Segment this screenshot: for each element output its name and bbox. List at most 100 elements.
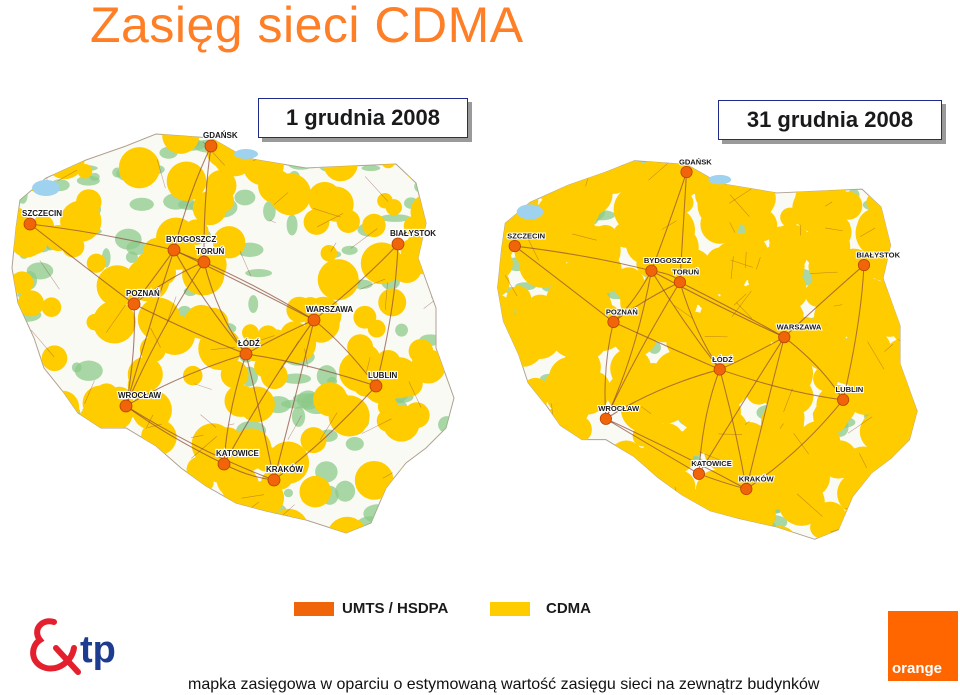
minor-road	[147, 423, 163, 429]
forest-patch	[91, 134, 118, 137]
cdma-coverage-blob	[323, 147, 358, 182]
road	[223, 353, 247, 465]
forest-patch	[910, 211, 918, 220]
forest-patch	[878, 487, 893, 496]
forest-patch	[858, 483, 885, 498]
cdma-coverage-blob	[744, 208, 778, 242]
cdma-coverage-blob	[896, 160, 918, 171]
cdma-coverage-blob	[745, 379, 772, 405]
cdma-coverage-blob	[260, 362, 288, 390]
minor-road	[191, 434, 204, 438]
cdma-coverage-blob	[385, 499, 413, 527]
umts-city-marker	[508, 240, 521, 253]
forest-patch	[611, 533, 630, 540]
cdma-coverage-blob	[867, 167, 901, 201]
cdma-coverage-blob	[890, 437, 915, 462]
minor-road	[527, 237, 539, 261]
minor-road	[572, 233, 597, 241]
city-label: ŁÓDŹ	[238, 339, 260, 348]
cdma-coverage-blob	[823, 176, 847, 200]
forest-patch	[497, 408, 516, 424]
cdma-coverage-blob	[834, 191, 863, 220]
forest-patch	[571, 471, 590, 487]
cdma-coverage-blob	[96, 265, 138, 307]
umts-city-marker	[645, 264, 658, 277]
map-left-svg: GDAŃSK SZCZECIN BYDGOSZCZ TORUŃ BIAŁYSTOK POZ…	[11, 130, 455, 534]
minor-road	[825, 227, 843, 232]
minor-road	[731, 290, 752, 317]
road	[375, 243, 399, 387]
cdma-coverage-blob	[336, 209, 360, 234]
cdma-coverage-blob	[434, 164, 454, 192]
map-legend: UMTS / HSDPA CDMA	[294, 600, 614, 620]
forest-patch	[26, 477, 50, 492]
forest-patch	[531, 179, 550, 190]
cdma-coverage-blob	[548, 460, 578, 490]
cdma-coverage-blob	[434, 236, 454, 264]
minor-road	[304, 348, 309, 368]
forest-patch	[900, 305, 909, 315]
cdma-coverage-blob	[506, 286, 532, 311]
forest-patch	[157, 531, 168, 533]
forest-patch	[245, 269, 272, 278]
forest-patch	[435, 251, 454, 265]
cdma-coverage-blob	[47, 148, 64, 165]
umts-city-marker	[680, 165, 693, 179]
city-label: KRAKÓW	[739, 474, 775, 483]
minor-road	[194, 383, 212, 390]
forest-patch	[248, 295, 259, 313]
cdma-coverage-blob	[328, 395, 370, 437]
umts-city-marker	[673, 276, 686, 289]
cdma-coverage-blob	[86, 253, 106, 273]
umts-city-marker	[239, 347, 253, 361]
forest-patch	[28, 397, 59, 413]
road	[613, 281, 681, 323]
cdma-coverage-blob	[354, 460, 394, 500]
cdma-coverage-blob	[750, 456, 770, 476]
forest-patch	[286, 214, 298, 236]
cdma-coverage-blob	[17, 386, 57, 425]
cdma-coverage-blob	[771, 280, 801, 310]
road	[223, 319, 315, 465]
cdma-coverage-blob	[710, 381, 738, 408]
cdma-coverage-blob	[863, 535, 892, 540]
city-label: LUBLIN	[836, 385, 864, 394]
forest-patch	[858, 528, 873, 540]
minor-road	[57, 495, 81, 512]
cdma-coverage-blob	[118, 147, 160, 189]
minor-road	[897, 339, 918, 349]
cdma-coverage-blob	[69, 421, 86, 438]
minor-road	[648, 161, 670, 181]
orange-logo: orange	[888, 611, 958, 681]
road	[313, 319, 377, 387]
city-label: POZNAŃ	[606, 307, 638, 316]
cdma-coverage-blob	[667, 489, 714, 536]
minor-road	[699, 451, 722, 462]
cdma-coverage-blob	[544, 530, 586, 540]
cdma-coverage-blob	[523, 478, 553, 508]
minor-road	[928, 142, 938, 159]
cdma-coverage-blob	[81, 449, 123, 491]
forest-patch	[12, 526, 31, 533]
cdma-coverage-blob	[497, 397, 517, 421]
forest-patch	[12, 350, 33, 371]
minor-road	[626, 533, 656, 540]
cdma-coverage-blob	[704, 429, 747, 473]
road	[125, 405, 225, 465]
road	[842, 265, 865, 400]
cdma-coverage-blob	[367, 319, 386, 338]
cdma-coverage-blob	[521, 160, 564, 190]
cdma-coverage-blob	[651, 535, 688, 540]
cdma-coverage-blob	[609, 506, 659, 540]
cdma-coverage-blob	[818, 225, 846, 253]
minor-road	[57, 169, 78, 181]
minor-road	[859, 453, 868, 469]
forest-patch	[419, 463, 431, 485]
cdma-coverage-blob	[76, 189, 102, 215]
forest-patch	[597, 506, 611, 525]
road	[783, 264, 865, 338]
forest-patch	[497, 363, 510, 379]
forest-patch	[518, 423, 531, 441]
road	[514, 245, 614, 323]
cdma-coverage-blob	[17, 290, 44, 317]
